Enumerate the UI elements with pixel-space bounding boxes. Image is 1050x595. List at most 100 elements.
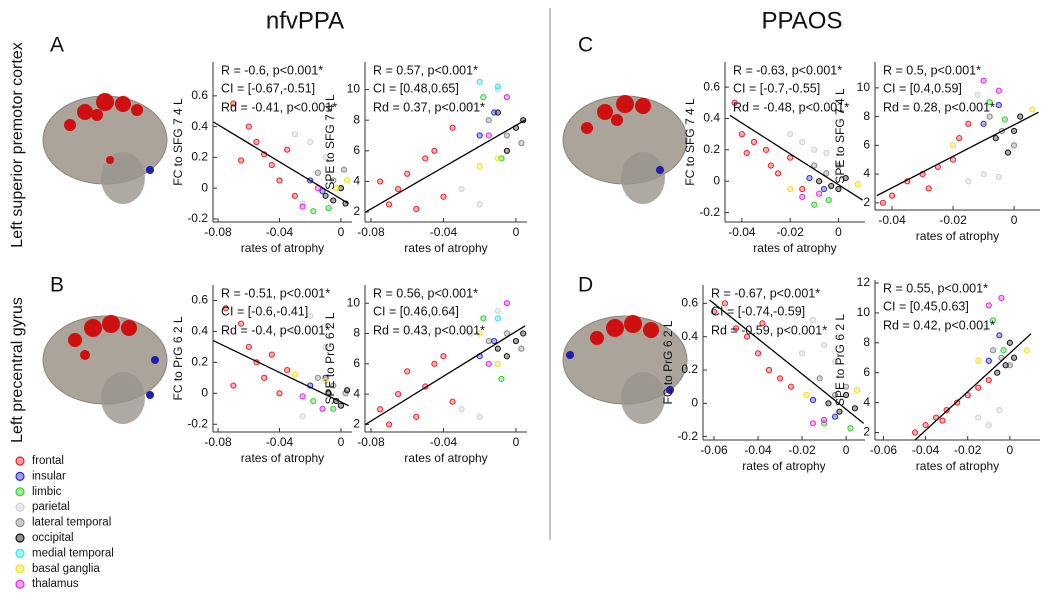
annotation: Rd = -0.59, p<0.001* bbox=[711, 323, 827, 337]
data-point bbox=[268, 161, 275, 169]
data-point bbox=[816, 190, 823, 197]
annotation: R = -0.63, p<0.001* bbox=[733, 63, 842, 77]
data-point bbox=[831, 391, 839, 399]
data-point bbox=[322, 154, 329, 161]
y-tick-label: -0.2 bbox=[677, 429, 698, 443]
data-point bbox=[319, 405, 326, 412]
data-point bbox=[767, 162, 774, 169]
data-point bbox=[825, 400, 832, 407]
data-point bbox=[449, 398, 456, 405]
y-tick-label: 2 bbox=[863, 425, 870, 439]
data-point bbox=[809, 420, 817, 427]
data-point bbox=[879, 199, 887, 206]
data-point bbox=[1010, 354, 1018, 361]
x-axis-label: rates of atrophy bbox=[241, 241, 324, 255]
data-point bbox=[1006, 362, 1013, 369]
data-point bbox=[337, 402, 345, 409]
legend-label: limbic bbox=[32, 486, 62, 498]
data-point bbox=[985, 302, 992, 309]
y-tick-label: 6 bbox=[863, 138, 870, 152]
data-point bbox=[851, 405, 858, 412]
data-point bbox=[322, 377, 329, 385]
data-point bbox=[842, 174, 849, 182]
data-point bbox=[299, 203, 306, 210]
column-header: nfvPPA bbox=[266, 7, 344, 34]
data-point bbox=[939, 417, 946, 424]
x-tick-label: 0 bbox=[1011, 213, 1018, 227]
data-point bbox=[828, 182, 835, 190]
x-axis-label: rates of atrophy bbox=[404, 241, 487, 255]
data-point bbox=[738, 131, 745, 138]
y-axis-label: FC to SFG 7 4 L bbox=[171, 98, 185, 186]
data-point bbox=[422, 155, 429, 162]
data-point bbox=[989, 347, 997, 354]
data-point bbox=[376, 406, 384, 413]
annotation: Rd = -0.48, p<0.001* bbox=[733, 100, 849, 114]
annotation: CI = [-0.74,-0.59] bbox=[711, 304, 805, 318]
x-tick-label: 0 bbox=[513, 435, 520, 449]
data-point bbox=[245, 343, 252, 350]
data-point bbox=[798, 350, 806, 357]
annotation: R = -0.6, p<0.001* bbox=[221, 63, 323, 77]
x-axis-label: rates of atrophy bbox=[404, 451, 487, 465]
data-point bbox=[291, 131, 298, 138]
data-point bbox=[291, 371, 298, 378]
data-point bbox=[949, 142, 957, 149]
data-point bbox=[458, 406, 465, 413]
data-point bbox=[503, 353, 510, 360]
x-tick-label: -0.02 bbox=[954, 443, 982, 457]
y-tick-label: 6 bbox=[353, 356, 360, 370]
y-tick-label: 0 bbox=[201, 180, 208, 194]
data-point bbox=[1001, 116, 1009, 123]
y-tick-label: 0.4 bbox=[191, 324, 208, 338]
fit-line bbox=[709, 299, 865, 424]
data-point bbox=[330, 405, 337, 412]
data-point bbox=[494, 315, 501, 322]
x-tick-label: 0 bbox=[513, 225, 520, 239]
data-point bbox=[816, 375, 823, 382]
data-point bbox=[503, 330, 510, 337]
data-point bbox=[325, 205, 332, 212]
y-tick-label: 2 bbox=[863, 195, 870, 209]
data-point bbox=[787, 131, 794, 138]
annotation: CI = [-0.7,-0.55] bbox=[733, 81, 820, 95]
data-point bbox=[494, 345, 501, 352]
data-point bbox=[333, 185, 340, 192]
annotation: CI = [0.46,0.64] bbox=[373, 304, 459, 318]
data-point bbox=[310, 208, 317, 215]
data-point bbox=[404, 170, 411, 177]
y-tick-label: 10 bbox=[347, 295, 361, 309]
panel-letter: D bbox=[578, 274, 593, 297]
data-point bbox=[261, 374, 268, 381]
annotation: CI = [-0.67,-0.51] bbox=[221, 81, 315, 95]
y-axis-label: FC to PrG 6 2 L bbox=[171, 316, 185, 400]
data-point bbox=[831, 358, 839, 365]
y-tick-label: 0.6 bbox=[191, 293, 208, 307]
data-point bbox=[842, 391, 850, 399]
x-tick-label: -0.02 bbox=[788, 443, 816, 457]
y-tick-label: 8 bbox=[863, 109, 870, 123]
y-tick-label: 12 bbox=[857, 275, 871, 289]
y-tick-label: -0.2 bbox=[187, 416, 208, 430]
brain-images bbox=[42, 93, 688, 424]
data-point bbox=[1023, 347, 1030, 354]
data-point bbox=[376, 178, 384, 185]
data-point bbox=[816, 178, 823, 185]
data-point bbox=[823, 149, 830, 157]
data-point bbox=[330, 197, 337, 204]
data-point bbox=[754, 350, 762, 357]
data-point bbox=[268, 351, 275, 358]
data-point bbox=[710, 308, 718, 315]
panel-letter: B bbox=[50, 274, 64, 297]
brain bbox=[42, 315, 168, 424]
data-point bbox=[314, 169, 322, 176]
annotation: CI = [0.4,0.59] bbox=[883, 81, 962, 95]
legend-marker bbox=[15, 579, 25, 589]
x-axis-label: rates of atrophy bbox=[241, 451, 324, 465]
data-point bbox=[299, 413, 306, 420]
data-point bbox=[1029, 106, 1036, 113]
annotation: Rd = 0.42, p<0.001* bbox=[883, 318, 995, 332]
legend-marker bbox=[15, 487, 25, 497]
data-point bbox=[992, 135, 999, 142]
